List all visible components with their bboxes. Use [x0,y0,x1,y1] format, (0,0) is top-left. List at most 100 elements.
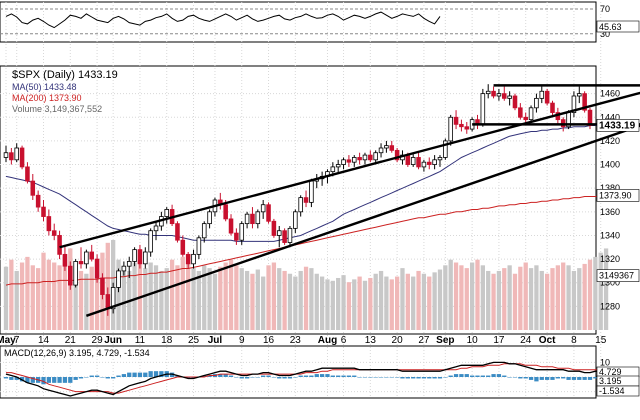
macd-histogram-bar [437,377,443,379]
macd-histogram-bar [416,377,421,379]
macd-histogram-bar [287,377,293,379]
volume-bar [571,270,577,330]
date-label: 9 [239,335,245,346]
candle-body [544,90,550,104]
volume-bar [507,265,512,330]
volume-bar [443,265,448,330]
candle-body [68,265,73,286]
price-value-box [596,119,640,132]
candle-body [298,197,303,213]
date-label: 13 [365,335,377,346]
candle-body [485,90,491,95]
volume-bar [357,276,362,330]
date-label: 29 [92,335,104,346]
volume-bar [36,268,41,330]
candle-body [30,180,36,196]
macd-value-label: -1.534 [599,386,625,396]
candle-body [501,93,507,99]
macd-histogram-bar [277,377,282,379]
macd-histogram-bar [100,377,105,378]
macd-histogram-bar [9,377,14,380]
macd-histogram-bar [534,377,539,382]
candle-body [185,253,191,265]
candle-body [57,235,62,255]
candle-body [518,107,523,118]
candle-body [426,161,432,165]
volume-bar [603,248,609,330]
ma200-line [5,194,607,286]
volume-bar [239,268,244,330]
macd-histogram-bar [105,377,110,379]
date-label: Oct [539,335,556,346]
macd-histogram-bar [89,375,94,377]
date-label: Aug [318,335,337,346]
macd-histogram-bar [271,377,277,378]
macd-histogram-bar [78,377,84,379]
volume-bar [244,270,250,330]
candle-body [459,123,464,128]
macd-value-label: 3.195 [599,376,622,386]
candle-body [94,258,100,279]
macd-histogram-bar [255,377,260,378]
macd-histogram-bar [191,377,196,379]
date-label: 14 [38,335,50,346]
volume-bar [266,265,271,330]
macd-histogram-bar [518,377,523,379]
trendline [85,124,640,317]
volume-bar [169,259,175,330]
candle-body [582,93,587,111]
volume-bar [261,276,266,330]
macd-histogram-bar [469,375,475,377]
volume-bar [30,265,35,330]
candle-body [341,159,346,165]
macd-histogram-bar [137,372,143,377]
candle-body [421,161,427,168]
date-label: 18 [161,335,173,346]
candle-body [507,95,512,99]
macd-histogram-bar [309,375,314,377]
macd-histogram-bar [52,377,57,383]
price-tick-label: 1360 [600,207,620,217]
candle-body [351,157,357,163]
candle-body [105,294,111,310]
macd-histogram-bar [186,377,191,379]
macd-histogram-bar [218,374,223,377]
volume-bar [52,262,57,330]
volume-bar [105,242,110,330]
candle-body [512,95,518,109]
volume-bar [303,266,309,330]
date-label: 24 [520,335,532,346]
moving-average-layer [5,124,607,286]
macd-histogram-bar [84,377,89,378]
date-label: 25 [188,335,200,346]
volume-bar [384,276,389,330]
macd-histogram-bar [357,377,362,378]
macd-histogram-bar [244,377,250,379]
candle-body [453,116,459,125]
macd-histogram-bar [475,375,480,377]
candle-body [89,251,94,260]
volume-bar [582,263,587,330]
candle-body [14,147,19,161]
volume-bar [475,259,480,330]
price-value-label: 3149367 [599,271,634,281]
candle-body [432,159,437,165]
volume-bar [94,263,100,330]
date-label: Sep [436,335,454,346]
macd-panel-title: MACD(12,26,9) 3.195, 4.729, -1.534 [4,348,150,358]
macd-histogram-bar [507,377,512,378]
macd-histogram-bar [175,375,180,377]
rsi-value-box [596,20,640,33]
macd-histogram-bar [389,377,394,378]
volume-bar [73,268,78,330]
macd-histogram-bar [330,375,335,377]
macd-histogram-bar [448,375,453,377]
macd-histogram-bar [528,377,534,380]
volume-bar [228,259,234,330]
macd-histogram-bar [325,374,330,377]
candle-body [228,218,234,234]
volume-bar [593,256,598,330]
candle-body [276,230,282,236]
candle-body [346,159,352,163]
candle-body [528,107,534,121]
